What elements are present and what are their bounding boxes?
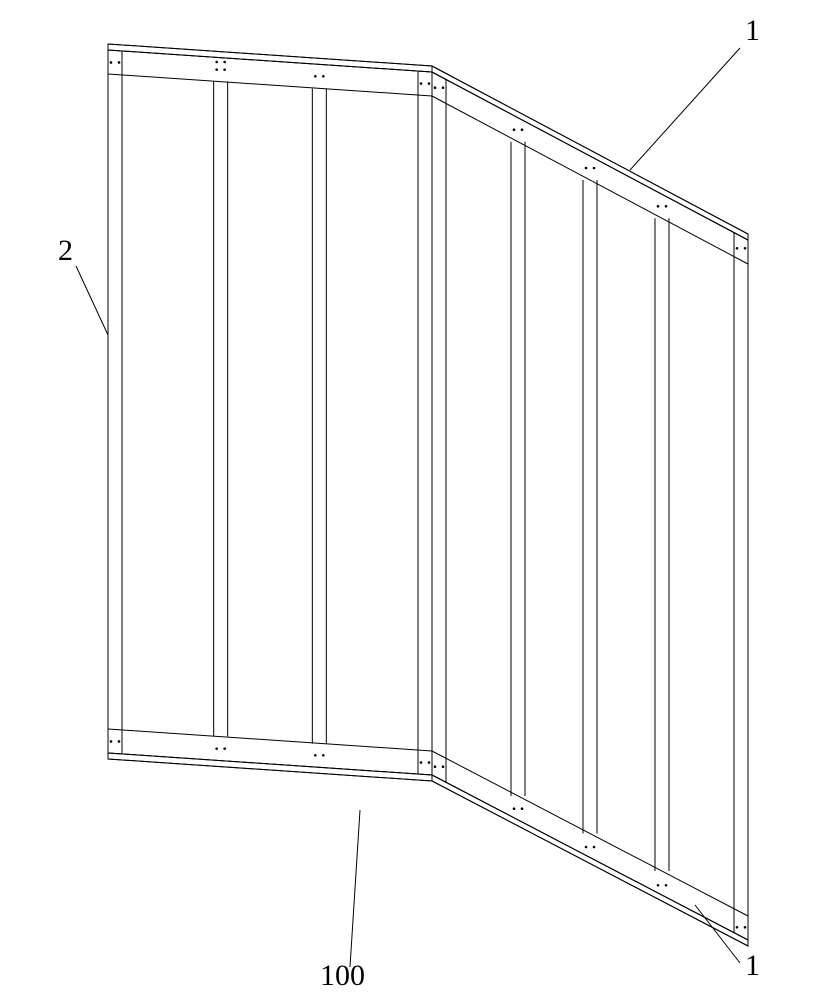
left-panel-outer [108, 50, 432, 775]
label-2-leader [76, 266, 108, 335]
label-2: 2 [58, 234, 73, 267]
label-1a: 1 [745, 14, 760, 47]
label-1b: 1 [745, 949, 760, 982]
label-100: 100 [320, 959, 365, 992]
wall-frame-diagram: 1 2 100 1 [0, 0, 823, 1000]
label-100-leader [350, 810, 360, 967]
right-panel-outer [432, 72, 748, 940]
label-1a-leader [630, 48, 740, 170]
